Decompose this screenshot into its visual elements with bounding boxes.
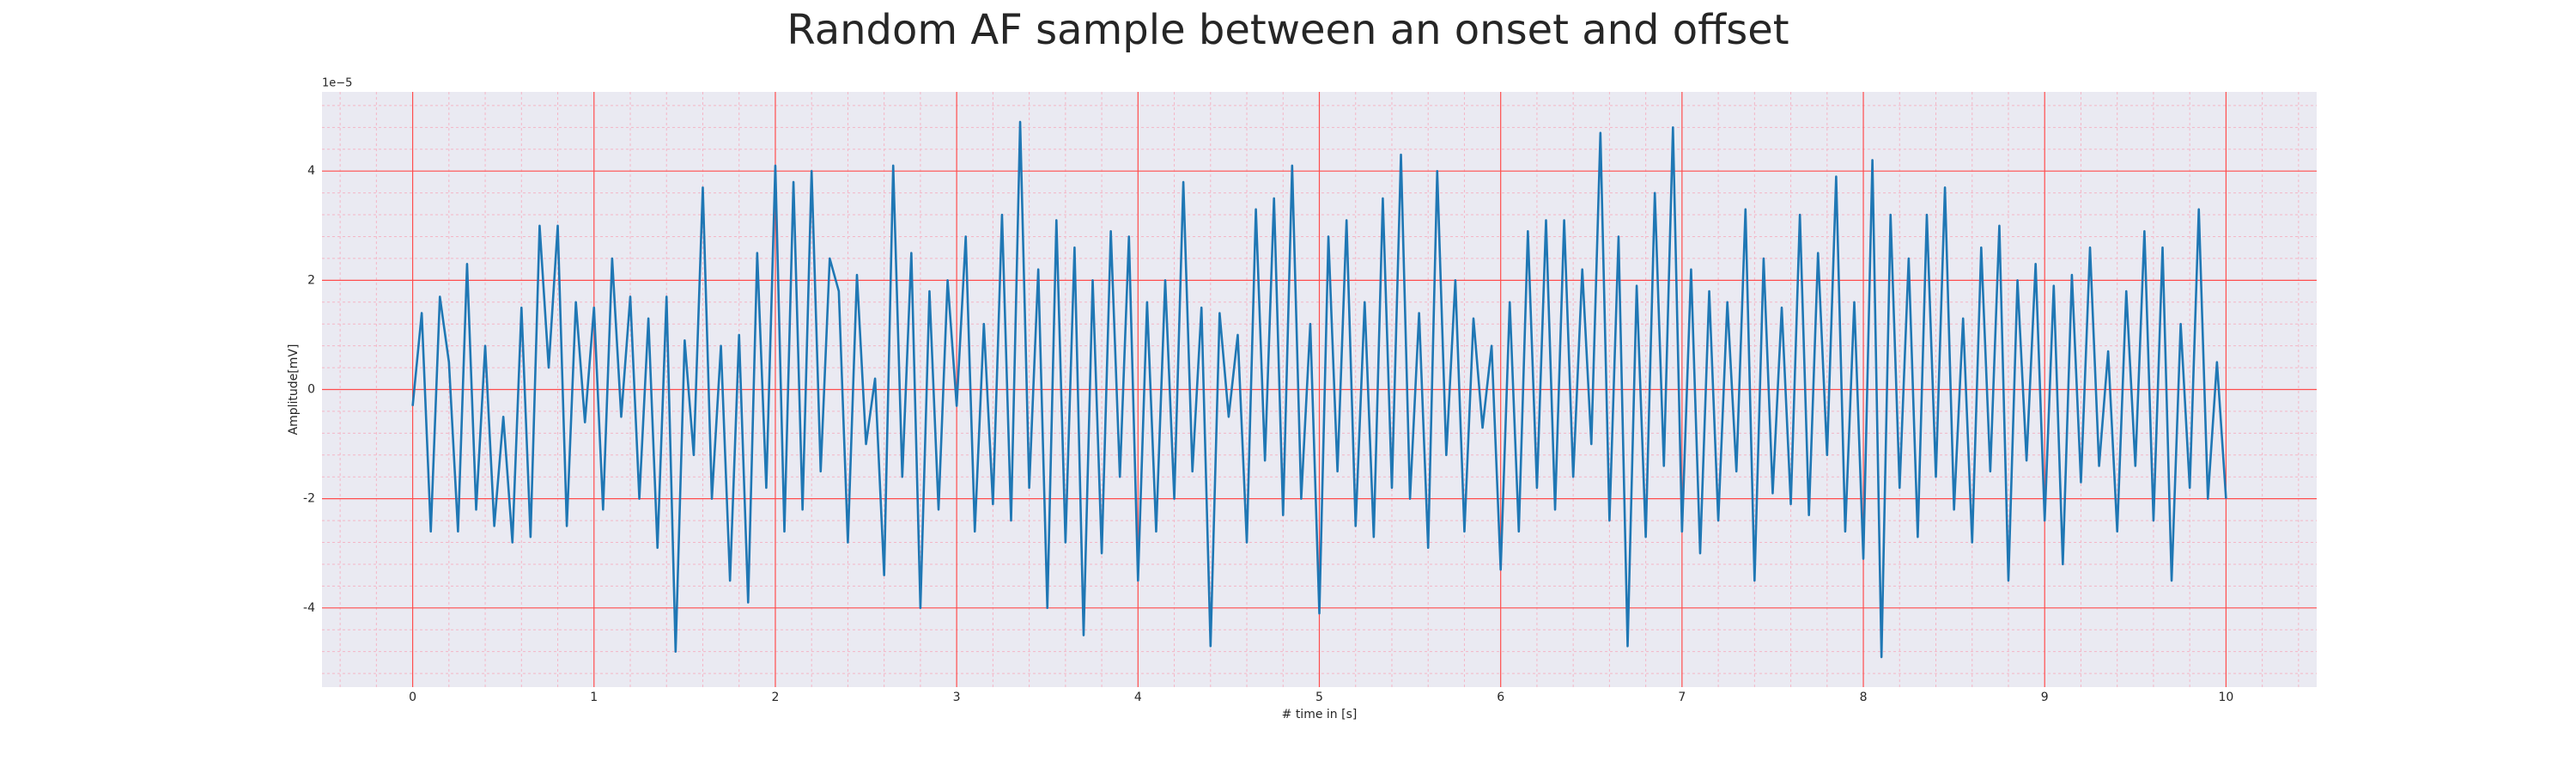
offset-label: 1e−5 xyxy=(322,77,352,90)
x-tick-label: 1 xyxy=(590,691,598,704)
x-tick-label: 5 xyxy=(1315,691,1323,704)
y-axis-label: Amplitude[mV] xyxy=(287,344,301,435)
x-tick-label: 3 xyxy=(953,691,961,704)
x-tick-label: 0 xyxy=(409,691,416,704)
x-tick-label: 8 xyxy=(1860,691,1868,704)
y-tick-label: -4 xyxy=(303,601,315,615)
x-tick-label: 2 xyxy=(771,691,779,704)
y-tick-label: -2 xyxy=(303,492,315,506)
x-tick-label: 10 xyxy=(2218,691,2233,704)
y-tick-label: 0 xyxy=(307,383,315,397)
chart-title: Random AF sample between an onset and of… xyxy=(787,6,1789,54)
y-tick-label: 4 xyxy=(307,164,315,178)
x-tick-label: 9 xyxy=(2041,691,2049,704)
x-tick-label: 7 xyxy=(1678,691,1686,704)
line-series xyxy=(411,120,2227,659)
x-axis-label: # time in [s] xyxy=(1282,708,1358,721)
x-tick-label: 4 xyxy=(1134,691,1142,704)
x-tick-label: 6 xyxy=(1497,691,1504,704)
y-tick-label: 2 xyxy=(307,273,315,287)
